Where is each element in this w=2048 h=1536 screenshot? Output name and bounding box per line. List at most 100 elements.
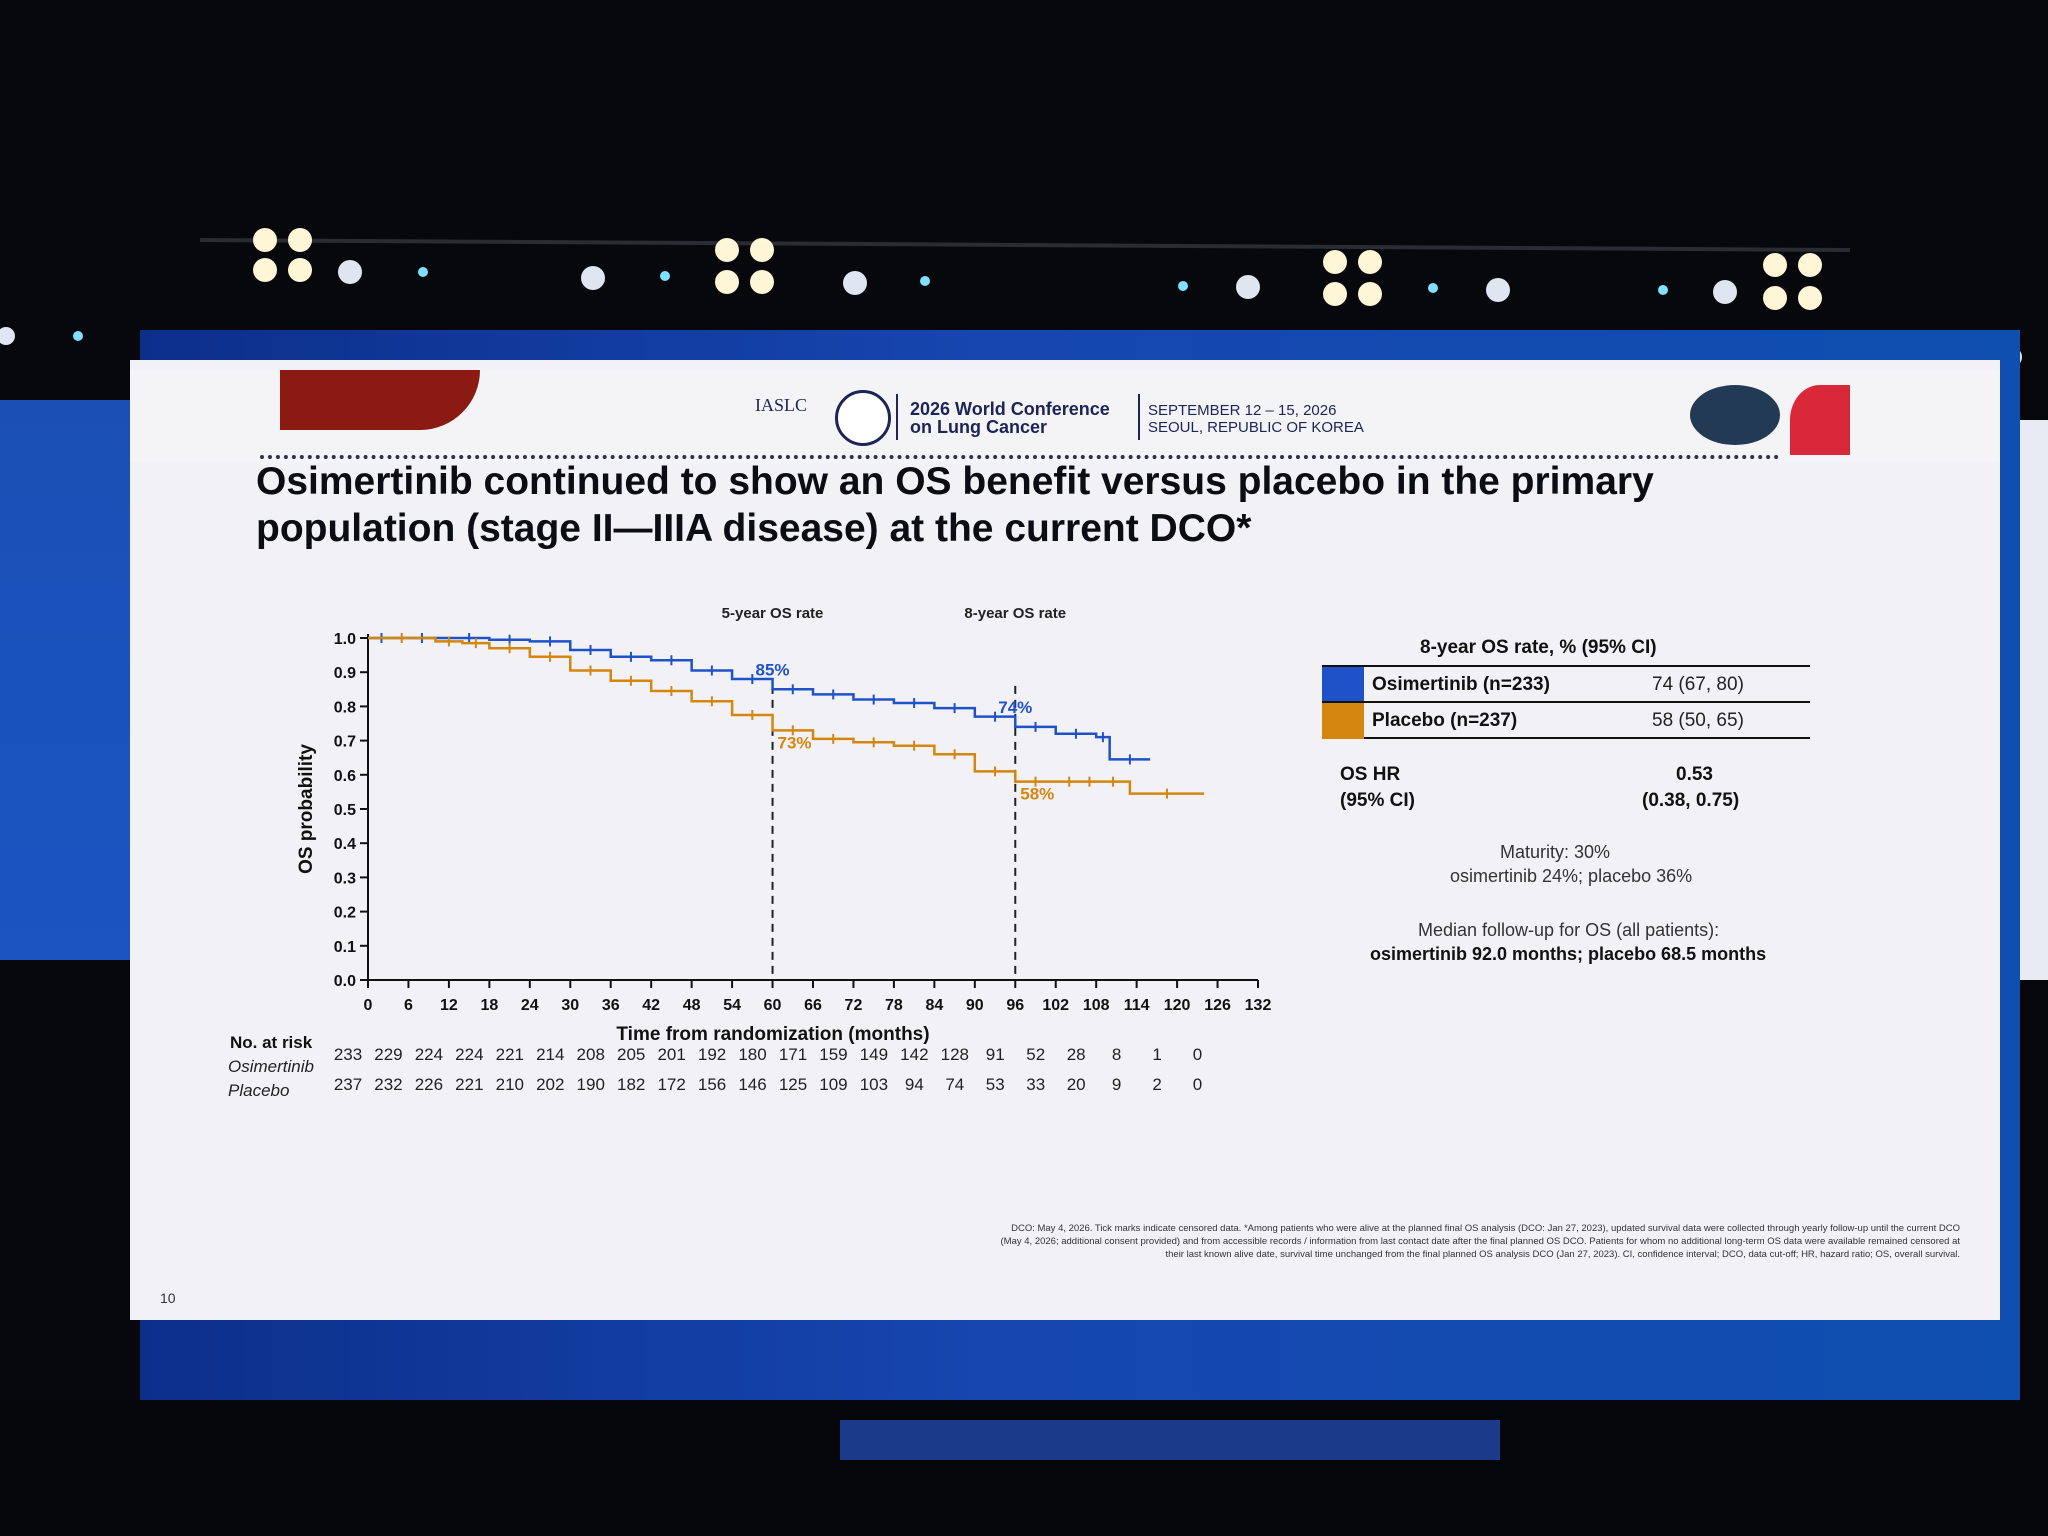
- at-risk-value: 146: [738, 1075, 766, 1094]
- footnote-line2: (May 4, 2026; additional consent provide…: [1000, 1236, 1960, 1247]
- x-tick-label: 18: [480, 997, 498, 1014]
- at-risk-value: 156: [698, 1075, 726, 1094]
- legend-label-osimertinib: Osimertinib (n=233): [1372, 674, 1550, 695]
- at-risk-value: 94: [905, 1075, 924, 1094]
- at-risk-value: 192: [698, 1045, 726, 1064]
- x-tick-label: 126: [1204, 997, 1231, 1014]
- rate-label: 58%: [1020, 785, 1054, 804]
- slide-title: Osimertinib continued to show an OS bene…: [256, 458, 1816, 552]
- y-tick-label: 0.4: [334, 836, 356, 853]
- rate-label: 73%: [778, 733, 812, 752]
- at-risk-value: 28: [1067, 1045, 1086, 1064]
- at-risk-value: 201: [657, 1045, 685, 1064]
- at-risk-row-label: Placebo: [228, 1081, 289, 1100]
- rate-label: 74%: [998, 698, 1032, 717]
- x-tick-label: 114: [1124, 997, 1150, 1014]
- legend-title: 8-year OS rate, % (95% CI): [1420, 637, 1657, 658]
- at-risk-value: 180: [738, 1045, 766, 1064]
- legend-value-placebo: 58 (50, 65): [1652, 710, 1744, 731]
- at-risk-value: 142: [900, 1045, 928, 1064]
- at-risk-value: 172: [657, 1075, 685, 1094]
- y-tick-label: 0.9: [334, 665, 356, 682]
- x-tick-label: 90: [966, 997, 984, 1014]
- legend-swatch-osimertinib: [1322, 667, 1364, 703]
- at-risk-value: 221: [455, 1075, 483, 1094]
- x-tick-label: 78: [885, 997, 903, 1014]
- conference-name: 2026 World Conference on Lung Cancer: [910, 400, 1140, 436]
- side-screen-left: [0, 400, 150, 960]
- at-risk-value: 109: [819, 1075, 847, 1094]
- at-risk-value: 74: [945, 1075, 964, 1094]
- y-tick-label: 0.0: [334, 973, 356, 990]
- at-risk-value: 159: [819, 1045, 847, 1064]
- at-risk-title: No. at risk: [230, 1033, 313, 1052]
- x-tick-label: 120: [1164, 997, 1191, 1014]
- at-risk-value: 20: [1067, 1075, 1086, 1094]
- x-tick-label: 48: [683, 997, 701, 1014]
- y-tick-label: 0.5: [334, 802, 356, 819]
- x-axis-label: Time from randomization (months): [616, 1024, 929, 1045]
- footnote-line1: DCO: May 4, 2026. Tick marks indicate ce…: [1011, 1223, 1960, 1234]
- at-risk-value: 229: [374, 1045, 402, 1064]
- annotation-label: 8-year OS rate: [964, 605, 1066, 622]
- at-risk-value: 171: [779, 1045, 807, 1064]
- x-tick-label: 108: [1083, 997, 1110, 1014]
- series-line-osimertinib: [368, 636, 1151, 761]
- at-risk-value: 224: [415, 1045, 443, 1064]
- at-risk-value: 208: [577, 1045, 605, 1064]
- panel-desk: [840, 1420, 1500, 1460]
- at-risk-value: 2: [1152, 1075, 1161, 1094]
- x-tick-label: 30: [561, 997, 579, 1014]
- y-tick-label: 0.1: [334, 939, 356, 956]
- at-risk-value: 237: [334, 1075, 362, 1094]
- conference-location: SEOUL, REPUBLIC OF KOREA: [1148, 419, 1364, 436]
- header-divider: [896, 394, 898, 440]
- slide-footnote: DCO: May 4, 2026. Tick marks indicate ce…: [820, 1222, 1960, 1261]
- followup-line2: osimertinib 92.0 months; placebo 68.5 mo…: [1370, 944, 1767, 964]
- at-risk-value: 182: [617, 1075, 645, 1094]
- x-tick-label: 54: [723, 997, 741, 1014]
- x-tick-label: 24: [521, 997, 539, 1014]
- hr-label-line1: OS HR: [1340, 764, 1401, 785]
- at-risk-value: 224: [455, 1045, 483, 1064]
- y-tick-label: 1.0: [334, 631, 356, 648]
- at-risk-value: 9: [1112, 1075, 1121, 1094]
- series-line-placebo: [368, 636, 1205, 795]
- y-axis-label: OS probability: [296, 744, 317, 874]
- at-risk-value: 0: [1193, 1075, 1202, 1094]
- at-risk-value: 232: [374, 1075, 402, 1094]
- y-tick-label: 0.3: [334, 870, 356, 887]
- x-tick-label: 96: [1006, 997, 1024, 1014]
- hr-ci: (0.38, 0.75): [1642, 790, 1740, 811]
- legend-swatch-placebo: [1322, 703, 1364, 739]
- conference-date: SEPTEMBER 12 – 15, 2026: [1148, 402, 1337, 419]
- slide-title-line1: Osimertinib continued to show an OS bene…: [256, 460, 1654, 503]
- at-risk-value: 91: [986, 1045, 1005, 1064]
- hr-value: 0.53: [1676, 764, 1713, 785]
- at-risk-row-label: Osimertinib: [228, 1057, 314, 1076]
- legend-label-placebo: Placebo (n=237): [1372, 710, 1518, 731]
- x-tick-label: 6: [404, 997, 413, 1014]
- x-tick-label: 12: [440, 997, 458, 1014]
- legend-row-placebo: Placebo (n=237) 58 (50, 65): [1322, 701, 1810, 739]
- header-divider: [1138, 394, 1140, 440]
- at-risk-value: 149: [860, 1045, 888, 1064]
- at-risk-value: 1: [1152, 1045, 1161, 1064]
- x-tick-label: 132: [1245, 997, 1272, 1014]
- x-tick-label: 60: [764, 997, 782, 1014]
- at-risk-value: 202: [536, 1075, 564, 1094]
- followup-line1: Median follow-up for OS (all patients):: [1418, 920, 1720, 940]
- conference-date-location: SEPTEMBER 12 – 15, 2026 SEOUL, REPUBLIC …: [1148, 402, 1368, 436]
- at-risk-value: 0: [1193, 1045, 1202, 1064]
- at-risk-value: 190: [577, 1075, 605, 1094]
- at-risk-value: 233: [334, 1045, 362, 1064]
- maturity-line2: osimertinib 24%; placebo 36%: [1450, 866, 1693, 886]
- at-risk-value: 53: [986, 1075, 1005, 1094]
- presentation-slide: [130, 360, 2000, 1320]
- y-tick-label: 0.2: [334, 905, 356, 922]
- x-tick-label: 42: [642, 997, 660, 1014]
- x-tick-label: 36: [602, 997, 620, 1014]
- at-risk-value: 226: [415, 1075, 443, 1094]
- at-risk-value: 125: [779, 1075, 807, 1094]
- x-tick-label: 66: [804, 997, 822, 1014]
